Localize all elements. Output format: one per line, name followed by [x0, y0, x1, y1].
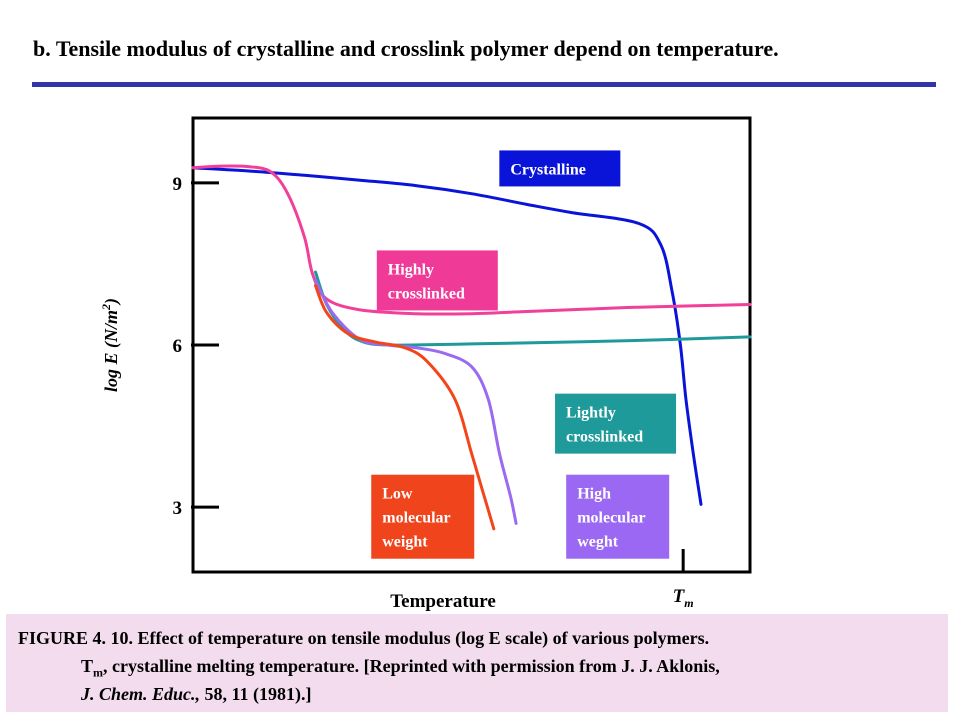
series-label-text: weight [382, 534, 428, 551]
title-rule [32, 82, 936, 87]
series-label-low-molecular-weight: Low molecular weight [371, 474, 475, 559]
series-label-text: Low [382, 486, 413, 503]
series-label-text: weght [577, 534, 619, 551]
series-line-high-molecular-weght [314, 278, 518, 525]
series-label-text: Crystalline [510, 161, 586, 178]
tm-marker: Tm [673, 549, 694, 610]
series-label-lightly-crosslinked: Lightly crosslinked [555, 393, 677, 454]
series-lines [191, 164, 752, 531]
series-label-text: Lightly [566, 405, 616, 422]
series-label-box [376, 250, 498, 311]
series-label-crystalline: Crystalline [499, 150, 621, 187]
caption-line-3: J. Chem. Educ., 58, 11 (1981).] [81, 684, 312, 704]
series-label-high-molecular-weght: High molecular weght [566, 474, 670, 559]
figure-caption: FIGURE 4. 10. Effect of temperature on t… [6, 614, 948, 712]
series-label-highly-crosslinked: Highly crosslinked [376, 250, 498, 311]
modulus-chart: 369 Tm CrystallineHighlycrosslinkedLight… [99, 116, 752, 612]
y-tick-label-3: 3 [173, 498, 183, 519]
x-axis-label: Temperature [390, 591, 496, 612]
series-line-low-molecular-weight [314, 284, 496, 531]
y-axis-ticks: 3 6 9 [173, 174, 219, 519]
series-label-text: molecular [577, 510, 645, 527]
y-axis-label-sup: 2 [99, 304, 113, 311]
y-axis-label: log E (N/m2) [99, 298, 122, 392]
series-label-box [555, 393, 677, 454]
series-label-text: molecular [382, 510, 450, 527]
series-label-box [371, 474, 475, 559]
series-label-box [499, 150, 621, 187]
series-label-text: crosslinked [388, 285, 465, 302]
series-line-highly-crosslinked [191, 164, 752, 316]
y-tick-label-9: 9 [173, 174, 183, 195]
caption-line-1: FIGURE 4. 10. Effect of temperature on t… [18, 628, 710, 648]
y-tick-label-6: 6 [173, 336, 183, 357]
series-label-box [566, 474, 670, 559]
series-line-crystalline [191, 166, 703, 506]
tm-label: Tm [673, 586, 694, 610]
series-label-text: High [577, 486, 611, 503]
series-label-text: Highly [388, 261, 434, 278]
slide-title: b. Tensile modulus of crystalline and cr… [33, 36, 779, 61]
series-labels: Crystalline Highly crosslinked Lightly cross… [371, 150, 677, 559]
caption-tm-sub: m [93, 665, 104, 680]
caption-line-2: Tm, crystalline melting temperature. [Re… [81, 656, 720, 680]
series-label-text: crosslinked [566, 429, 643, 446]
